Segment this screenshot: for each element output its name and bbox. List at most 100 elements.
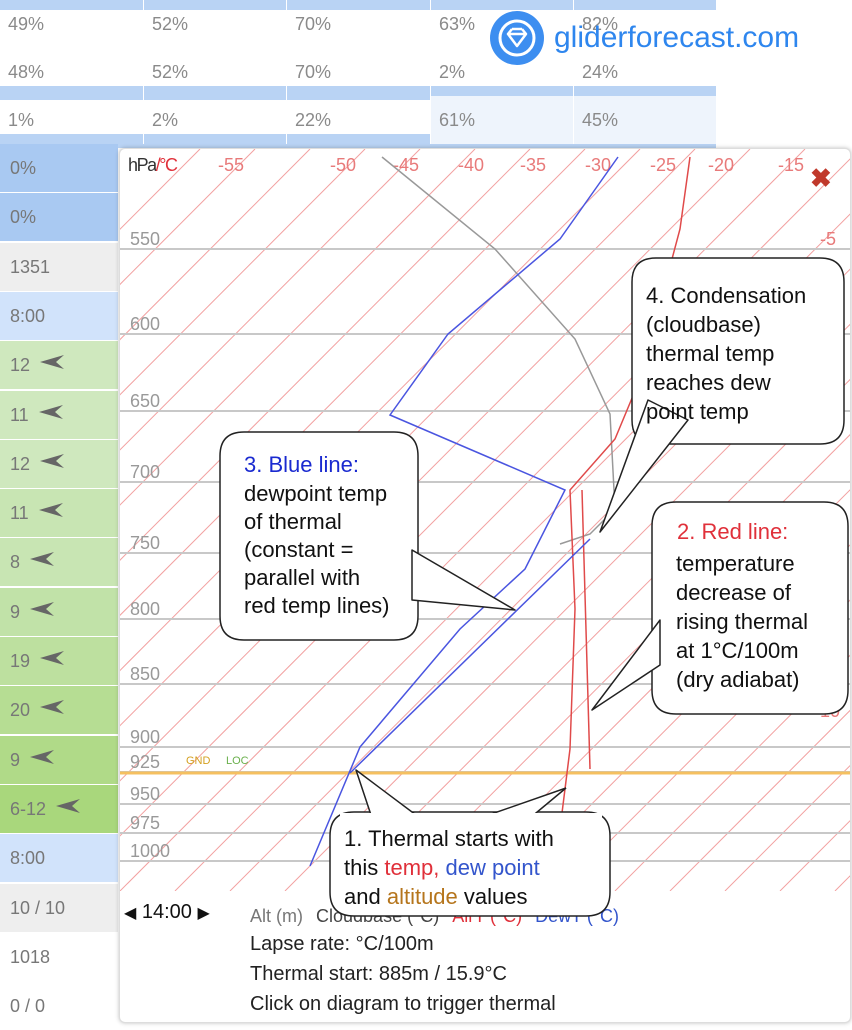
temp-tick-label: -25 (650, 155, 676, 175)
isotherm-line (229, 268, 850, 891)
side-cell-label: 10 / 10 (10, 897, 66, 918)
pressure-label: 650 (130, 391, 160, 411)
table-cell: 22% (286, 96, 429, 144)
side-cell: 1018 (0, 932, 118, 981)
side-cell: 9 (0, 587, 118, 636)
legend-airt: AirT (°C) (452, 906, 523, 926)
side-cell-label: 19 (10, 651, 31, 671)
side-cell: 12 (0, 341, 118, 390)
legend: Alt (m) Cloudbase (°C) AirT (°C) DewT (°… (250, 906, 619, 927)
isotherm-line (449, 489, 850, 891)
isotherm-line (614, 654, 850, 891)
table-cell: 45% (573, 96, 716, 144)
next-time-arrow-icon[interactable]: ▶ (197, 905, 210, 922)
pressure-label: 600 (130, 314, 160, 334)
temp-tick-label: -50 (330, 155, 356, 175)
side-cell-label: 8:00 (10, 305, 46, 326)
side-cell-label: 11 (10, 404, 29, 425)
side-cell: 0 / 0 (0, 982, 118, 1030)
isotherm-line (559, 599, 850, 891)
table-cell: 70% (286, 0, 429, 48)
temperature-curve (559, 156, 691, 830)
prev-time-arrow-icon[interactable]: ◀ (124, 905, 137, 922)
side-cell: 1351 (0, 242, 118, 291)
pressure-label: 800 (130, 599, 160, 619)
side-cell: 11 (0, 489, 118, 538)
time-value: 14:00 (141, 901, 192, 923)
side-cell-label: 8:00 (10, 848, 46, 869)
wind-arrow-icon (28, 736, 56, 784)
sounding-popup: 550 600 650 700 750 800 850 900 925 950 975 1000 GND… (119, 148, 851, 1023)
isotherm-line (120, 149, 366, 396)
side-cell: 9 (0, 735, 118, 784)
temp-tick-label: -55 (218, 155, 244, 175)
table-cell: 2% (143, 96, 286, 144)
table-cell: 52% (143, 0, 286, 48)
thermal-temp-line (581, 489, 591, 770)
wind-arrow-icon (38, 341, 66, 389)
side-cell: 20 (0, 686, 118, 735)
wind-arrow-icon (28, 538, 56, 586)
legend-cloudbase: Cloudbase (°C) (316, 906, 440, 926)
isotherm-line (120, 149, 531, 561)
table-cell: 82% (573, 0, 716, 48)
site-logo[interactable]: gliderforecast.com (490, 8, 799, 68)
pressure-label: 700 (130, 462, 160, 482)
wind-arrow-icon (38, 686, 66, 734)
table-cell: 61% (430, 96, 573, 144)
isotherm-line (120, 149, 476, 506)
temp-tick-label: -20 (708, 155, 734, 175)
pressure-label: 925 (130, 752, 160, 772)
side-cell: 6-12 (0, 784, 118, 833)
right-tick-label: 0 (820, 427, 830, 447)
temp-tick-label: -40 (458, 155, 484, 175)
side-cell-label: 1018 (10, 946, 51, 967)
table-row-stripe (0, 0, 716, 10)
right-tick-label: 5 (820, 627, 830, 647)
skewt-diagram[interactable]: 550 600 650 700 750 800 850 900 925 950 975 1000 GND… (120, 149, 850, 891)
temp-tick-label: -15 (778, 155, 804, 175)
pressure-label: 975 (130, 813, 160, 833)
temp-tick-label: -35 (520, 155, 546, 175)
pressure-label: 850 (130, 664, 160, 684)
side-cell: 0% (0, 144, 118, 192)
side-cell-label: 11 (10, 503, 29, 524)
table-row-stripe (118, 144, 716, 148)
isotherm-line (120, 149, 256, 286)
isotherm-line (120, 149, 586, 616)
logo-text: gliderforecast.com (554, 21, 800, 54)
gnd-label: GND (186, 755, 211, 767)
side-cell: 8:00 (0, 291, 118, 340)
isotherm-line (120, 149, 421, 451)
table-cell: 2% (430, 48, 573, 96)
side-cell-label: 0 / 0 (10, 996, 46, 1017)
side-cell-label: 12 (10, 355, 31, 376)
temp-tick-label: -45 (393, 155, 419, 175)
wind-arrow-icon (37, 489, 65, 537)
isotherm-line (779, 820, 850, 891)
loc-label: LOC (226, 755, 249, 767)
legend-alt: Alt (m) (250, 906, 303, 926)
isotherm-line (120, 149, 311, 341)
lapse-rate: Lapse rate: °C/100m (250, 933, 434, 955)
temp-tick-label: -30 (585, 155, 611, 175)
side-cell-label: 6-12 (10, 798, 47, 819)
table-cell: 63% (430, 0, 573, 48)
isotherm-line (504, 544, 850, 891)
table-cell: 52% (143, 48, 286, 96)
isotherm-line (394, 434, 850, 891)
pressure-label: 550 (130, 229, 160, 249)
close-icon[interactable]: ✖ (810, 163, 832, 193)
cloudbase-curve (381, 156, 616, 545)
side-cell-label: 12 (10, 453, 31, 474)
isotherm-line (724, 764, 850, 891)
side-cell-label: 8 (10, 552, 21, 573)
unit-label: hPa/°C (128, 155, 178, 175)
wind-arrow-icon (37, 391, 65, 439)
right-tick-label: 10 (820, 701, 840, 721)
legend-dewt: DewT (°C) (535, 906, 620, 926)
side-cell-label: 9 (10, 749, 21, 770)
side-cell: 10 / 10 (0, 883, 118, 932)
table-cell: 1% (8, 110, 35, 130)
isotherm-line (339, 378, 850, 891)
